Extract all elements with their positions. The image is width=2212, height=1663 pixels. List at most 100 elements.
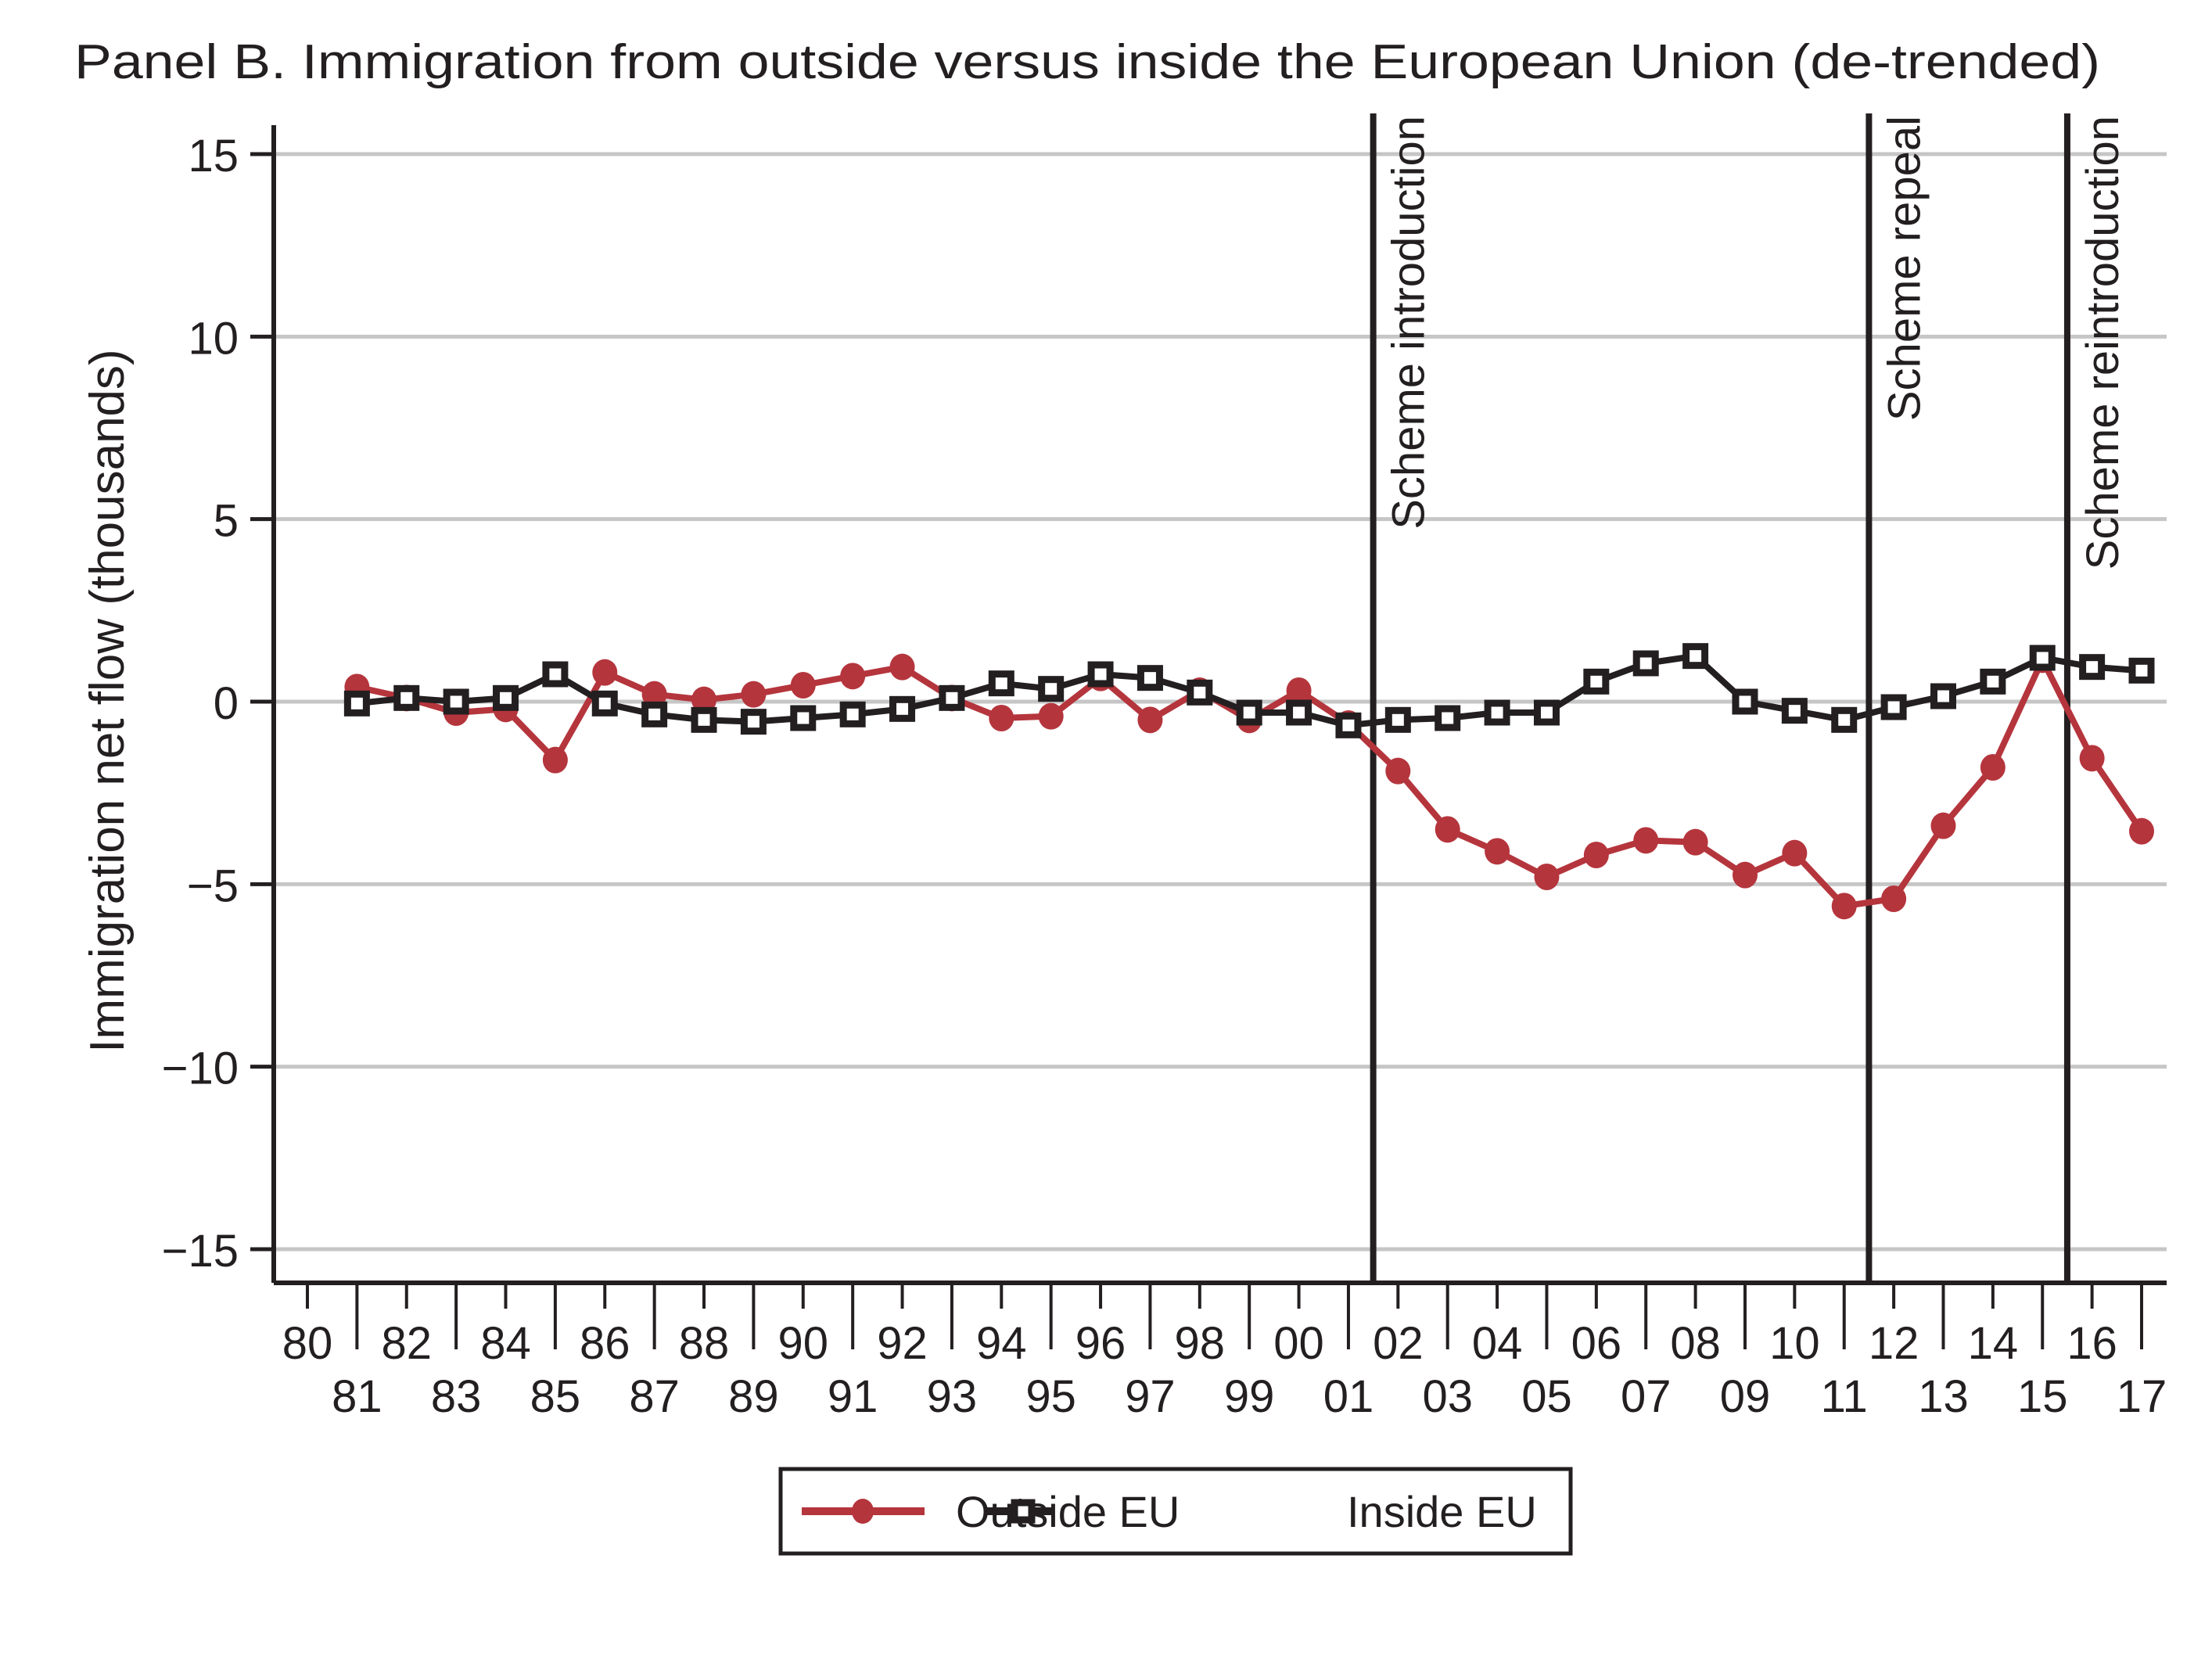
data-point [1930, 683, 1956, 709]
x-tick-label: 05 [1521, 1371, 1572, 1422]
legend: Outside EU Inside EU [778, 1467, 1573, 1556]
data-point [1435, 816, 1460, 843]
annotation-labels: Scheme introduction Scheme repeal Scheme r… [1384, 116, 2128, 569]
x-tick-label: 80 [282, 1318, 333, 1369]
x-tick-label: 99 [1224, 1371, 1275, 1422]
data-point [1633, 827, 1659, 854]
x-tick-label: 88 [679, 1318, 730, 1369]
data-point [1782, 839, 1808, 867]
data-point [2128, 657, 2155, 684]
data-point [1881, 885, 1907, 912]
data-point [1682, 643, 1709, 670]
x-tick-label: 10 [1769, 1318, 1820, 1369]
x-tick-label: 98 [1175, 1318, 1226, 1369]
y-axis-label: Immigration net flow (thousands) [81, 349, 135, 1052]
data-point [592, 659, 618, 686]
x-tick-label: 89 [728, 1371, 779, 1422]
data-point [493, 684, 519, 711]
x-tick-label: 93 [927, 1371, 978, 1422]
data-point [1286, 699, 1312, 726]
x-tick-label: 12 [1869, 1318, 1919, 1369]
y-tick-label: 5 [214, 496, 239, 547]
x-tick-label: 07 [1621, 1371, 1672, 1422]
data-point [2029, 645, 2056, 671]
x-tick-label: 84 [480, 1318, 531, 1369]
data-point [741, 681, 767, 708]
data-point [1880, 694, 1907, 720]
data-point [343, 690, 370, 717]
series-layer [343, 643, 2155, 920]
data-point [691, 686, 717, 713]
data-point [1732, 861, 1758, 889]
data-point [889, 653, 915, 681]
legend-marker-square [1011, 1499, 1036, 1524]
x-tick-label: 02 [1373, 1318, 1424, 1369]
x-tick-label: 95 [1025, 1371, 1076, 1422]
data-point [1236, 699, 1262, 726]
x-tick-label: 08 [1670, 1318, 1721, 1369]
data-point [988, 670, 1014, 697]
data-point [641, 681, 667, 708]
annotation-lines [1370, 113, 2070, 1283]
x-tick-label: 81 [332, 1371, 382, 1422]
data-point [1384, 706, 1411, 733]
data-point [1335, 712, 1362, 738]
data-point [1187, 679, 1213, 706]
data-point [889, 695, 916, 722]
data-point [790, 705, 817, 731]
y-tick-label: −10 [162, 1043, 239, 1094]
data-point [1980, 754, 2006, 781]
x-tick-label: 09 [1720, 1371, 1771, 1422]
data-point [393, 684, 420, 711]
data-point [740, 709, 767, 735]
data-point [1385, 757, 1411, 785]
data-point [1632, 650, 1659, 677]
data-point [1732, 688, 1758, 715]
x-tick-label: 06 [1571, 1318, 1622, 1369]
x-tick-label: 11 [1821, 1371, 1868, 1422]
data-point [1286, 677, 1312, 704]
x-tick-label: 13 [1918, 1371, 1969, 1422]
x-tick-label: 15 [2017, 1371, 2068, 1422]
data-point [1534, 864, 1560, 890]
x-tick-label: 17 [2117, 1371, 2167, 1422]
data-point [1781, 698, 1808, 724]
annotation-label: Scheme reintroduction [2077, 116, 2128, 569]
data-point [1435, 705, 1461, 731]
x-tick-label: 85 [530, 1371, 581, 1422]
x-tick-label: 82 [381, 1318, 432, 1369]
y-tick-label: 0 [214, 678, 239, 729]
x-tick-label: 83 [431, 1371, 482, 1422]
data-point [1137, 706, 1163, 734]
data-point [840, 663, 866, 690]
x-tick-label: 90 [778, 1318, 829, 1369]
data-point [1682, 828, 1708, 856]
series-outside-eu [344, 646, 2154, 920]
data-point [2079, 654, 2106, 681]
x-tick-label: 04 [1472, 1318, 1523, 1369]
x-tick-label: 86 [580, 1318, 630, 1369]
x-tick-label: 87 [629, 1371, 680, 1422]
legend-marker-circle [852, 1499, 874, 1524]
data-point [591, 690, 618, 717]
y-tick-label: 10 [188, 313, 239, 364]
data-point [1038, 702, 1064, 730]
data-point [1583, 668, 1610, 695]
legend-key-outside-eu [802, 1499, 925, 1524]
data-point [2079, 745, 2105, 772]
y-tick-label: 15 [188, 131, 239, 181]
data-point [989, 705, 1014, 731]
legend-key-inside-eu [986, 1499, 1054, 1524]
data-point [939, 684, 965, 711]
x-tick-label: 96 [1075, 1318, 1126, 1369]
data-point [443, 688, 469, 715]
y-tick-label: −15 [162, 1226, 239, 1277]
data-point [641, 701, 668, 727]
data-point [542, 661, 569, 688]
data-point [1484, 699, 1510, 726]
data-point [1980, 668, 2006, 695]
data-point [1831, 893, 1857, 920]
x-tick-label: 92 [877, 1318, 928, 1369]
y-tick-label: −5 [187, 860, 239, 911]
